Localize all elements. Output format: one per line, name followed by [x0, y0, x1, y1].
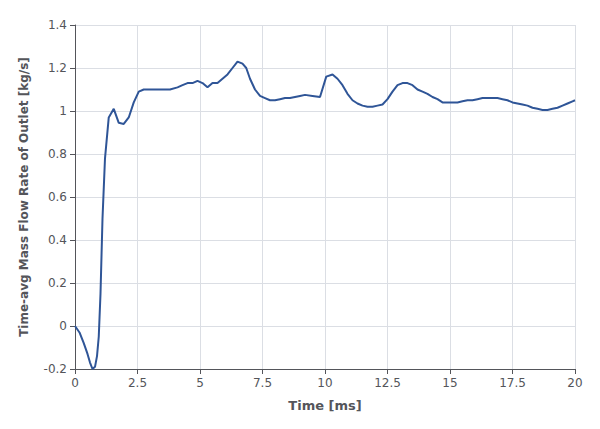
svg-text:2.5: 2.5 — [128, 376, 147, 390]
svg-text:0: 0 — [59, 319, 67, 333]
svg-text:12.5: 12.5 — [374, 376, 401, 390]
svg-text:17.5: 17.5 — [499, 376, 526, 390]
svg-text:1.4: 1.4 — [48, 18, 67, 32]
svg-text:0.6: 0.6 — [48, 190, 67, 204]
svg-text:20: 20 — [567, 376, 582, 390]
svg-text:-0.2: -0.2 — [44, 362, 67, 376]
svg-text:0.4: 0.4 — [48, 233, 67, 247]
svg-text:0.2: 0.2 — [48, 276, 67, 290]
svg-text:7.5: 7.5 — [253, 376, 272, 390]
svg-text:15: 15 — [442, 376, 457, 390]
svg-text:10: 10 — [317, 376, 332, 390]
svg-text:1: 1 — [59, 104, 67, 118]
svg-text:Time-avg Mass Flow Rate of Out: Time-avg Mass Flow Rate of Outlet [kg/s] — [17, 57, 31, 337]
svg-text:1.2: 1.2 — [48, 61, 67, 75]
svg-text:5: 5 — [196, 376, 204, 390]
svg-text:Time [ms]: Time [ms] — [288, 398, 361, 413]
svg-text:0.8: 0.8 — [48, 147, 67, 161]
svg-text:0: 0 — [71, 376, 79, 390]
